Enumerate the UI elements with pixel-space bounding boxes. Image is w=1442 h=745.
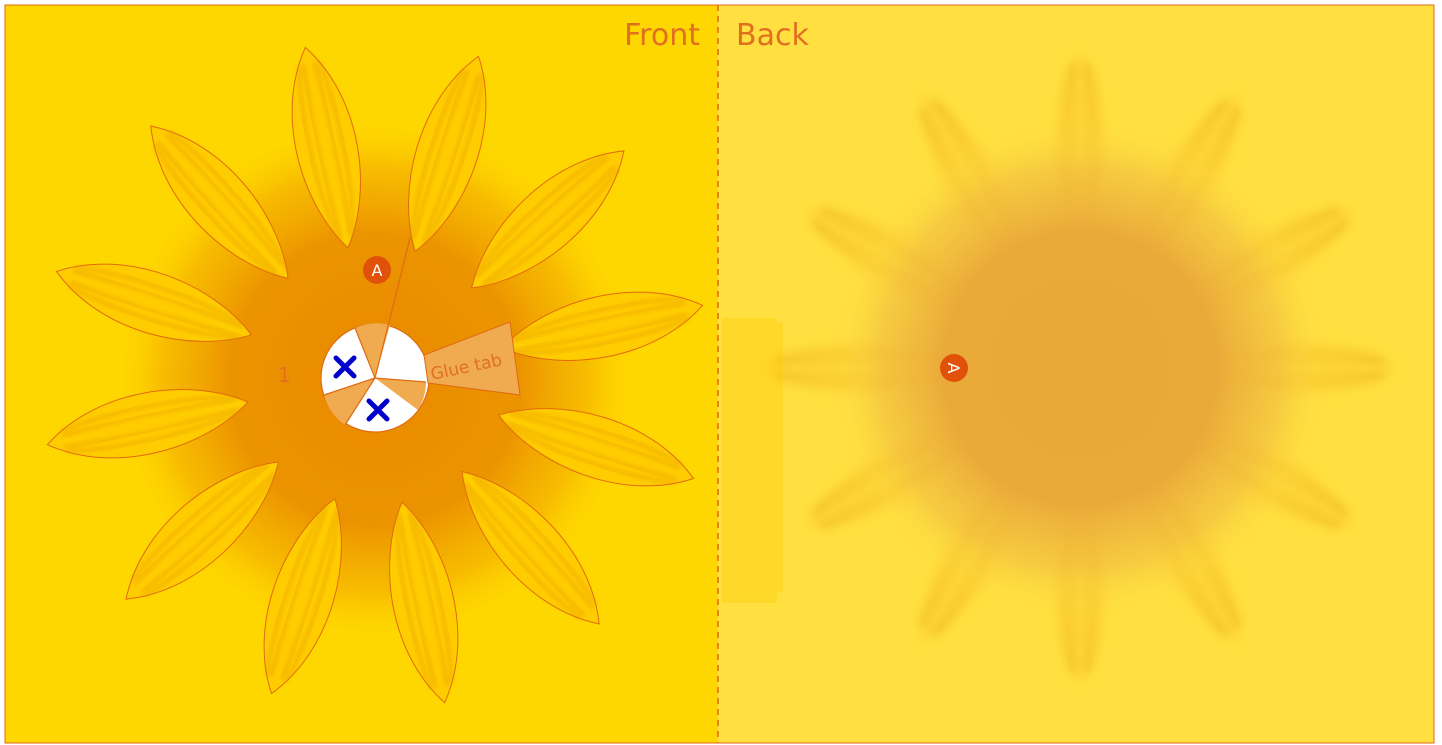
svg-text:A: A (372, 261, 383, 280)
cut-slit (374, 237, 411, 379)
back-flower-center (830, 118, 1330, 618)
front-petal (408, 55, 487, 253)
hole-segment-shaded-right (375, 378, 426, 410)
page-border (4, 4, 1435, 744)
front-label: Front (624, 18, 700, 53)
front-petal (263, 497, 342, 695)
front-petal (501, 291, 704, 361)
hole-segment-shaded-top (355, 323, 390, 378)
front-petal (389, 501, 459, 704)
front-petal (125, 461, 280, 600)
front-petal (46, 389, 249, 459)
front-petal (291, 46, 361, 249)
front-petals (46, 46, 704, 704)
cross-icon (366, 398, 390, 422)
part-number-label: 1 (278, 363, 291, 387)
hole-segment-shaded-left (324, 378, 375, 425)
glue-tab: Glue tab (423, 321, 521, 396)
marker-a-front: A (363, 256, 391, 284)
back-fold-shadow (722, 318, 783, 603)
front-petal (497, 408, 695, 487)
marker-a-back: A (940, 354, 968, 382)
svg-text:A: A (944, 363, 963, 374)
front-petal (55, 263, 253, 342)
back-label: Back (736, 18, 809, 53)
front-petal (470, 150, 625, 289)
cross-icon (333, 355, 357, 379)
front-petal (461, 470, 600, 625)
front-petal (150, 125, 289, 280)
